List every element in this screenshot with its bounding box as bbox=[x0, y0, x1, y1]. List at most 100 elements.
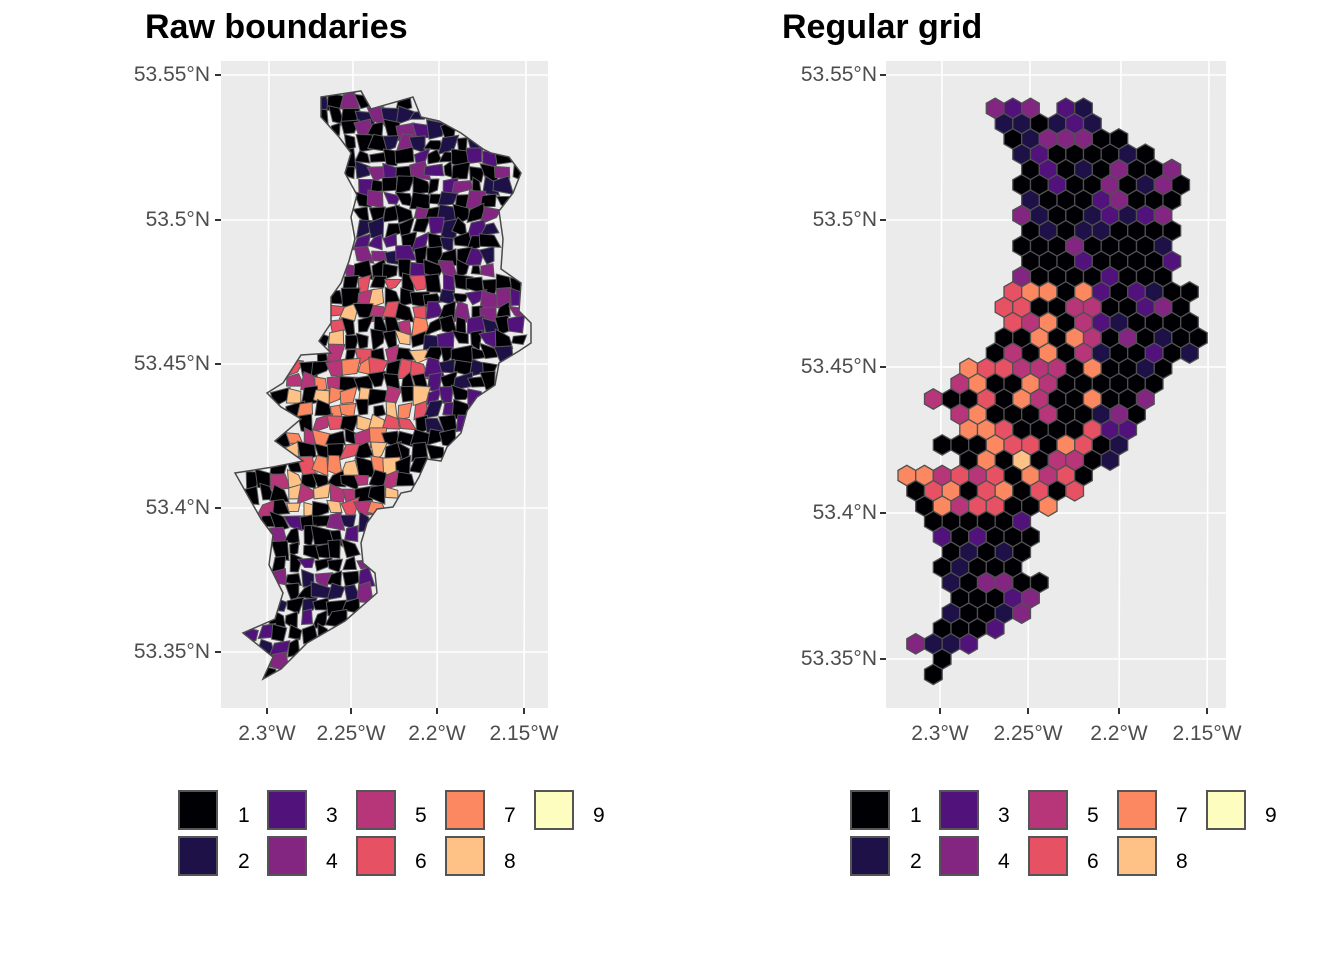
x-tick-label: 2.2°W bbox=[408, 722, 466, 745]
boundary-area bbox=[269, 473, 292, 490]
boundary-area bbox=[465, 147, 483, 165]
boundary-area bbox=[285, 387, 302, 404]
boundary-area bbox=[354, 398, 369, 416]
boundary-area bbox=[495, 273, 513, 290]
boundary-area bbox=[311, 500, 330, 519]
boundary-area bbox=[450, 384, 473, 401]
boundary-area bbox=[369, 275, 388, 289]
y-tick-mark bbox=[880, 366, 886, 368]
legend-label: 9 bbox=[593, 804, 605, 827]
boundary-area bbox=[479, 342, 501, 360]
boundary-area bbox=[479, 193, 497, 208]
y-tick-mark bbox=[215, 219, 221, 221]
boundary-area bbox=[451, 329, 469, 345]
boundary-area bbox=[456, 258, 470, 280]
legend-label: 7 bbox=[1176, 804, 1188, 827]
legend-label: 1 bbox=[910, 804, 922, 827]
hex-cell bbox=[959, 632, 979, 655]
boundary-area bbox=[382, 329, 398, 349]
boundary-area bbox=[327, 539, 341, 559]
legend-label: 4 bbox=[998, 850, 1010, 873]
x-tick-label: 2.2°W bbox=[1090, 722, 1148, 745]
boundary-area bbox=[412, 216, 432, 233]
legend-label: 8 bbox=[504, 850, 516, 873]
boundary-area bbox=[480, 263, 495, 278]
boundary-area bbox=[395, 175, 416, 195]
x-tick-label: 2.25°W bbox=[316, 722, 386, 745]
legend-key bbox=[1117, 836, 1157, 876]
y-tick-mark bbox=[215, 651, 221, 653]
x-tick-mark bbox=[266, 708, 268, 714]
y-tick-mark bbox=[215, 363, 221, 365]
boundary-area bbox=[328, 386, 345, 405]
hex-cell bbox=[932, 433, 952, 456]
x-tick-mark bbox=[523, 708, 525, 714]
y-tick-mark bbox=[215, 74, 221, 76]
boundary-area bbox=[286, 502, 301, 512]
boundary-area bbox=[478, 233, 502, 248]
y-tick-label: 53.35°N bbox=[133, 640, 210, 663]
y-tick-label: 53.4°N bbox=[812, 501, 877, 524]
boundary-area bbox=[383, 278, 403, 291]
boundary-area bbox=[423, 163, 445, 177]
y-tick-label: 53.45°N bbox=[133, 352, 210, 375]
raw-boundaries-map bbox=[233, 90, 532, 681]
legend-key bbox=[1028, 790, 1068, 830]
y-tick-label: 53.5°N bbox=[812, 208, 877, 231]
x-tick-mark bbox=[1027, 708, 1029, 714]
legend-key bbox=[445, 836, 485, 876]
boundary-area bbox=[341, 357, 361, 376]
boundary-area bbox=[397, 402, 413, 421]
boundary-area bbox=[272, 499, 291, 516]
boundary-area bbox=[340, 538, 361, 559]
boundary-area bbox=[424, 273, 442, 293]
legend-key bbox=[356, 790, 396, 830]
boundary-area bbox=[370, 328, 386, 352]
boundary-area bbox=[366, 189, 384, 209]
boundary-area bbox=[327, 558, 344, 573]
boundary-area bbox=[340, 316, 356, 337]
y-tick-label: 53.55°N bbox=[800, 63, 877, 86]
hex-cell bbox=[906, 632, 926, 655]
boundary-area bbox=[339, 414, 361, 433]
boundary-area bbox=[296, 557, 316, 569]
legend-key bbox=[1206, 790, 1246, 830]
hex-cell bbox=[1180, 342, 1199, 365]
x-tick-label: 2.15°W bbox=[1172, 722, 1242, 745]
boundary-area bbox=[495, 300, 511, 318]
legend-key bbox=[939, 836, 979, 876]
boundary-area bbox=[289, 541, 300, 557]
boundary-area bbox=[282, 515, 304, 532]
boundary-area bbox=[339, 386, 358, 405]
boundary-area bbox=[296, 482, 314, 505]
boundary-area bbox=[381, 263, 399, 281]
boundary-area bbox=[357, 566, 376, 589]
boundary-area bbox=[354, 149, 371, 164]
x-tick-mark bbox=[436, 708, 438, 714]
legend-key bbox=[267, 836, 307, 876]
boundary-area bbox=[328, 122, 341, 136]
boundary-area bbox=[470, 265, 482, 275]
boundary-area bbox=[367, 484, 386, 506]
hex-cell bbox=[923, 388, 943, 410]
boundary-area bbox=[366, 388, 388, 407]
legend-key bbox=[356, 836, 396, 876]
boundary-area bbox=[270, 540, 290, 562]
legend-key bbox=[1117, 790, 1157, 830]
x-tick-mark bbox=[1206, 708, 1208, 714]
boundary-area bbox=[511, 334, 528, 346]
x-tick-mark bbox=[1118, 708, 1120, 714]
boundary-area bbox=[373, 404, 387, 419]
boundary-area bbox=[354, 160, 372, 180]
boundary-area bbox=[380, 300, 401, 321]
boundary-area bbox=[342, 274, 360, 290]
boundary-area bbox=[451, 161, 471, 180]
boundary-area bbox=[479, 290, 499, 310]
boundary-area bbox=[438, 358, 455, 374]
hex-cell bbox=[923, 663, 943, 686]
legend-label: 6 bbox=[415, 850, 427, 873]
boundary-area bbox=[452, 292, 469, 304]
x-tick-label: 2.15°W bbox=[489, 722, 559, 745]
boundary-area bbox=[353, 474, 369, 486]
boundary-area bbox=[494, 328, 514, 350]
